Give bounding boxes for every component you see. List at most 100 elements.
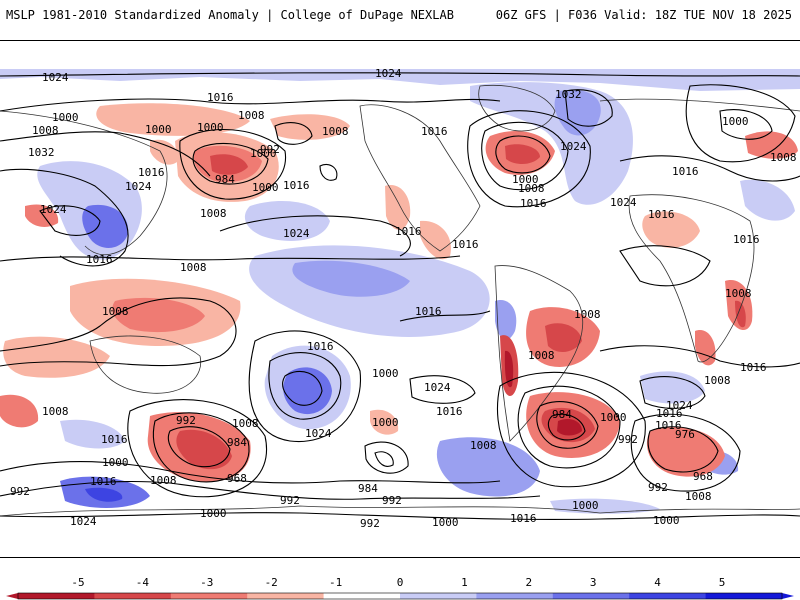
isobar-label: 1024 (305, 427, 332, 440)
isobar-line (564, 89, 613, 127)
isobar-label: 1000 (145, 123, 172, 136)
isobar-label: 1016 (283, 179, 310, 192)
isobar-label: 1016 (655, 419, 682, 432)
colorbar-tick-label: 3 (590, 576, 597, 589)
colorbar-segment (705, 593, 783, 599)
isobar-label: 1016 (90, 475, 117, 488)
isobar-label: 1016 (740, 361, 767, 374)
isobar-line (0, 461, 501, 484)
colorbar-segment (170, 593, 248, 599)
isobar-label: 1024 (560, 140, 587, 153)
isobar-label: 1008 (770, 151, 797, 164)
isobar-line (647, 426, 719, 473)
anomaly-pos-antarctic-pacific (436, 437, 540, 497)
map-title: MSLP 1981-2010 Standardized Anomaly | Co… (6, 8, 454, 22)
isobar-label: 1032 (28, 146, 55, 159)
isobar-line (268, 352, 342, 420)
isobar-label: 1008 (518, 182, 545, 195)
anomaly-pos-china-core (82, 204, 129, 248)
isobar-line (0, 168, 129, 267)
isobar-line (481, 121, 569, 191)
isobars (0, 72, 800, 521)
isobar-label: 1008 (685, 490, 712, 503)
isobar-label: 1008 (528, 349, 555, 362)
isobar-label: 976 (675, 428, 695, 441)
isobar-label: 1032 (555, 88, 582, 101)
anomaly-neg-south-atlantic-center (557, 419, 582, 436)
isobar-label: 984 (227, 436, 247, 449)
colorbar-arrow-right (782, 593, 794, 599)
anomaly-neg-australia-south (0, 394, 39, 428)
run-info: 06Z GFS | F036 Valid: 18Z TUE NOV 18 202… (495, 8, 792, 22)
colorbar-tick-label: 4 (654, 576, 661, 589)
isobar-label: 984 (552, 408, 572, 421)
isobar-line (192, 142, 269, 185)
colorbar-outline (17, 592, 783, 600)
isobar-line (467, 110, 591, 208)
isobar-line (0, 480, 541, 500)
coastlines (0, 85, 800, 517)
isobar-label: 1008 (150, 474, 177, 487)
isobar-label: 1000 (250, 147, 277, 160)
isobar-label: 1008 (102, 305, 129, 318)
anomaly-map: 1024 1024 1016 1008 1000 1000 1000 1008 … (0, 67, 800, 530)
anomaly-pos-indian-ocean (60, 419, 125, 449)
colorbar-segment (323, 593, 401, 599)
map-panel: 1024 1024 1016 1008 1000 1000 1000 1008 … (0, 40, 800, 558)
anomaly-neg-mexico (420, 220, 451, 260)
colorbar-segment (552, 593, 630, 599)
isobar-label: 1008 (574, 308, 601, 321)
isobar-line (536, 401, 599, 449)
isobar-label: 1024 (424, 381, 451, 394)
anomaly-neg-brazil-core (545, 323, 582, 353)
colorbar-tick-label: -4 (136, 576, 150, 589)
isobar-label: 1024 (375, 67, 402, 80)
coast-north-america (359, 104, 481, 252)
isobar-label: 1016 (436, 405, 463, 418)
isobar-line (399, 310, 491, 322)
isobar-line (167, 426, 231, 468)
isobar-label: 1016 (421, 125, 448, 138)
isobar-line (517, 385, 621, 469)
isobar-label: 1000 (200, 507, 227, 520)
isobar-label: 1016 (648, 208, 675, 221)
isobar-label: 1016 (510, 512, 537, 525)
colorbar-ticks: -5 -4 -3 -2 -1 0 1 2 3 4 5 (71, 576, 725, 589)
isobar-line (274, 122, 313, 145)
isobar-line (282, 371, 323, 406)
anomaly-neg-bering-core (210, 154, 248, 175)
isobar-label: 1008 (200, 207, 227, 220)
isobar-label: 1016 (138, 166, 165, 179)
anomaly-neg-middle-east (642, 211, 700, 248)
isobar-line (630, 413, 741, 492)
isobar-label: 992 (618, 433, 638, 446)
colorbar-arrow-left (6, 593, 18, 599)
isobar-label: 1008 (725, 287, 752, 300)
anomaly-pos-antarctic-coast (550, 498, 660, 514)
anomaly-pos-south-indian (640, 371, 705, 404)
isobar-line (619, 155, 800, 182)
isobar-line (319, 163, 338, 181)
colorbar-tick-label: 1 (461, 576, 468, 589)
isobar-label: 1000 (252, 181, 279, 194)
isobar-line (496, 371, 646, 488)
isobar-label: 1016 (672, 165, 699, 178)
isobar-label: 992 (382, 494, 402, 507)
anomaly-neg-south-indian-core (176, 429, 232, 470)
anomaly-neg-madagascar (735, 300, 746, 328)
isobar-label: 984 (358, 482, 378, 495)
isobar-label: 1024 (283, 227, 310, 240)
isobar-label: 1024 (70, 515, 97, 528)
isobar-line (0, 512, 800, 521)
isobar-label: 1000 (572, 499, 599, 512)
colorbar-segments (6, 592, 794, 600)
anomaly-pos-south-america-west (495, 300, 517, 340)
isobar-line (409, 375, 476, 404)
isobar-label: 1000 (102, 456, 129, 469)
isobar-labels: 1024 1024 1016 1008 1000 1000 1000 1008 … (10, 67, 797, 530)
isobar-label: 1008 (704, 374, 731, 387)
colorbar-segment (476, 593, 554, 599)
coast-antarctica (0, 505, 800, 517)
colorbar-tick-label: -2 (265, 576, 278, 589)
isobar-label: 1016 (86, 253, 113, 266)
